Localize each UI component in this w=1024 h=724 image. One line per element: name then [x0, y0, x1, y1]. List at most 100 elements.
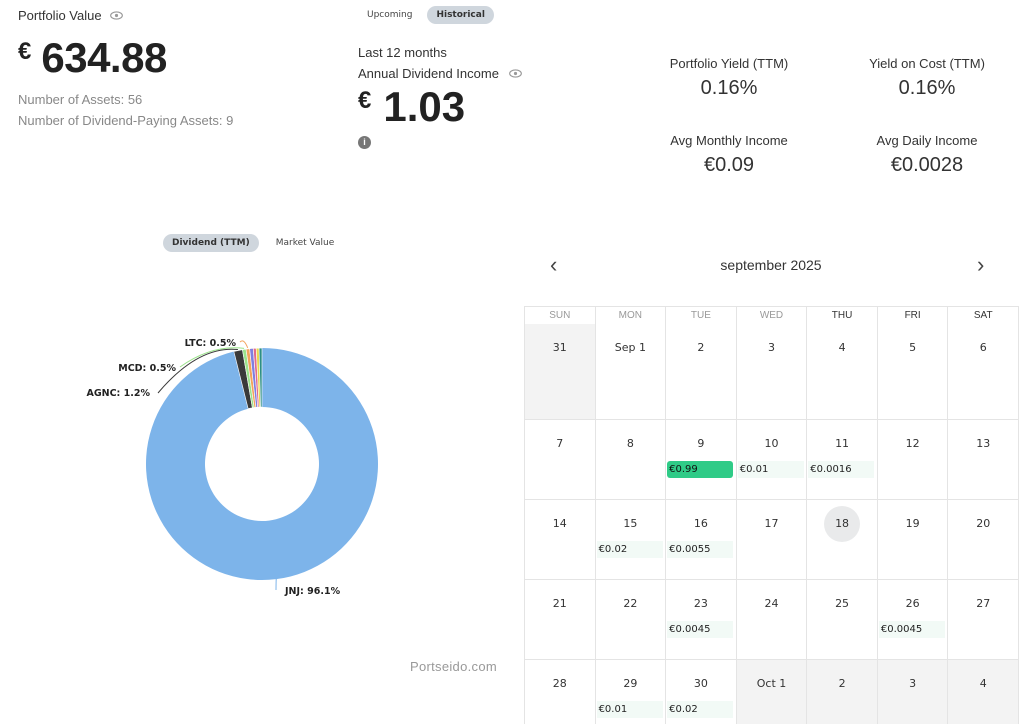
calendar-week: 21 22 23 €0.0045 24 25 26 €0.0045 27: [525, 580, 1019, 660]
income-amount: € 1.03: [358, 84, 465, 130]
eye-icon[interactable]: [509, 69, 522, 78]
dividend-event[interactable]: €0.99: [667, 461, 734, 478]
mode-toggle: Upcoming Historical: [358, 6, 494, 24]
dividend-donut-chart: JNJ: 96.1% AGNC: 1.2% MCD: 0.5% LTC: 0.5%: [80, 300, 480, 620]
calendar-day[interactable]: 3: [736, 324, 808, 420]
dividend-event[interactable]: €0.02: [667, 701, 734, 718]
day-number: 19: [905, 517, 920, 530]
eye-icon[interactable]: [109, 11, 123, 20]
day-number: Sep 1: [614, 341, 646, 354]
weekday-sat: SAT: [948, 307, 1019, 324]
calendar-day[interactable]: 31: [525, 324, 596, 420]
calendar-day[interactable]: 30 €0.02: [666, 660, 737, 724]
prev-month-icon[interactable]: ‹: [550, 252, 558, 277]
calendar-title: september 2025: [720, 257, 822, 273]
stat-yield-on-cost: Yield on Cost (TTM) 0.16%: [837, 56, 1017, 100]
info-icon[interactable]: i: [358, 136, 371, 149]
tab-dividend-ttm[interactable]: Dividend (TTM): [163, 234, 259, 252]
weekday-tue: TUE: [666, 307, 737, 324]
today-day-number: 18: [824, 506, 861, 542]
calendar-day[interactable]: 26 €0.0045: [877, 580, 949, 660]
day-number: 6: [979, 341, 987, 354]
calendar-day[interactable]: 23 €0.0045: [666, 580, 737, 660]
calendar-day[interactable]: 6: [948, 324, 1019, 420]
dividend-event[interactable]: €0.01: [737, 461, 804, 478]
calendar-day[interactable]: 11 €0.0016: [807, 420, 878, 500]
calendar-day[interactable]: 2: [807, 660, 878, 724]
calendar-day[interactable]: 15 €0.02: [595, 500, 667, 580]
stat-value: 0.16%: [898, 77, 956, 99]
calendar-day[interactable]: Oct 1: [736, 660, 808, 724]
next-month-icon[interactable]: ›: [977, 252, 985, 277]
day-number: 12: [905, 437, 920, 450]
day-number: 30: [693, 677, 708, 690]
day-number: 25: [835, 597, 850, 610]
calendar-day[interactable]: 18: [807, 500, 878, 580]
portfolio-value: 634.88: [41, 34, 167, 81]
tab-market-value[interactable]: Market Value: [275, 238, 335, 248]
dividend-event[interactable]: €0.0016: [808, 461, 875, 478]
calendar-day[interactable]: 3: [877, 660, 949, 724]
day-number: 15: [623, 517, 638, 530]
stat-avg-daily: Avg Daily Income €0.0028: [837, 133, 1017, 177]
day-number: 23: [693, 597, 708, 610]
dividend-event[interactable]: €0.0045: [878, 621, 945, 638]
weekday-wed: WED: [737, 307, 808, 324]
tab-historical[interactable]: Historical: [427, 6, 494, 24]
calendar-day[interactable]: 24: [736, 580, 808, 660]
tab-upcoming[interactable]: Upcoming: [367, 10, 413, 20]
calendar-day[interactable]: 2: [666, 324, 737, 420]
dividend-event[interactable]: €0.0045: [667, 621, 734, 638]
calendar-day[interactable]: 25: [807, 580, 878, 660]
day-number: 31: [552, 341, 567, 354]
calendar-day[interactable]: 20: [948, 500, 1019, 580]
day-number: 9: [697, 437, 705, 450]
watermark: Portseido.com: [410, 659, 497, 674]
day-number: 26: [905, 597, 920, 610]
calendar-day[interactable]: 14: [525, 500, 596, 580]
calendar-day[interactable]: 7: [525, 420, 596, 500]
calendar-day[interactable]: 13: [948, 420, 1019, 500]
day-number: 2: [697, 341, 705, 354]
calendar-day[interactable]: 12: [877, 420, 949, 500]
dividend-event[interactable]: €0.01: [596, 701, 663, 718]
calendar-day[interactable]: 21: [525, 580, 596, 660]
day-number: 17: [764, 517, 779, 530]
dividend-event[interactable]: €0.02: [596, 541, 663, 558]
day-number: 5: [909, 341, 917, 354]
day-number: 21: [552, 597, 567, 610]
day-number: 29: [623, 677, 638, 690]
calendar-day[interactable]: 28: [525, 660, 596, 724]
calendar-week: 7 8 9 €0.99 10 €0.01 11 €0.0016 12 13: [525, 420, 1019, 500]
day-number: 20: [976, 517, 991, 530]
calendar-day[interactable]: 17: [736, 500, 808, 580]
stat-title: Avg Monthly Income: [670, 133, 788, 148]
calendar-day[interactable]: 22: [595, 580, 667, 660]
calendar-day[interactable]: Sep 1: [595, 324, 667, 420]
pie-label-mcd: MCD: 0.5%: [118, 363, 176, 374]
portfolio-value-label: Portfolio Value: [18, 8, 102, 23]
calendar-day[interactable]: 10 €0.01: [736, 420, 808, 500]
pie-label-ltc: LTC: 0.5%: [185, 338, 237, 349]
calendar-day[interactable]: 4: [807, 324, 878, 420]
dividend-event[interactable]: €0.0055: [667, 541, 734, 558]
calendar-day[interactable]: 27: [948, 580, 1019, 660]
stat-title: Portfolio Yield (TTM): [669, 56, 789, 71]
calendar-day[interactable]: 5: [877, 324, 949, 420]
pie-slice[interactable]: [258, 347, 263, 408]
calendar-day[interactable]: 16 €0.0055: [666, 500, 737, 580]
stat-portfolio-yield: Portfolio Yield (TTM) 0.16%: [639, 56, 819, 100]
calendar-day[interactable]: 19: [877, 500, 949, 580]
calendar-day[interactable]: 9 €0.99: [666, 420, 737, 500]
day-number: 24: [764, 597, 779, 610]
pie-leader-line: [179, 347, 245, 368]
calendar-week: 28 29 €0.01 30 €0.02 Oct 1 2 3 4: [525, 660, 1019, 724]
pie-slice-jnj[interactable]: [146, 348, 379, 580]
calendar-day[interactable]: 29 €0.01: [596, 660, 667, 724]
portfolio-value-header: Portfolio Value: [18, 8, 123, 23]
weekday-mon: MON: [596, 307, 667, 324]
calendar-day[interactable]: 8: [595, 420, 667, 500]
calendar-day[interactable]: 4: [948, 660, 1019, 724]
day-number: 13: [976, 437, 991, 450]
day-number: 3: [767, 341, 775, 354]
